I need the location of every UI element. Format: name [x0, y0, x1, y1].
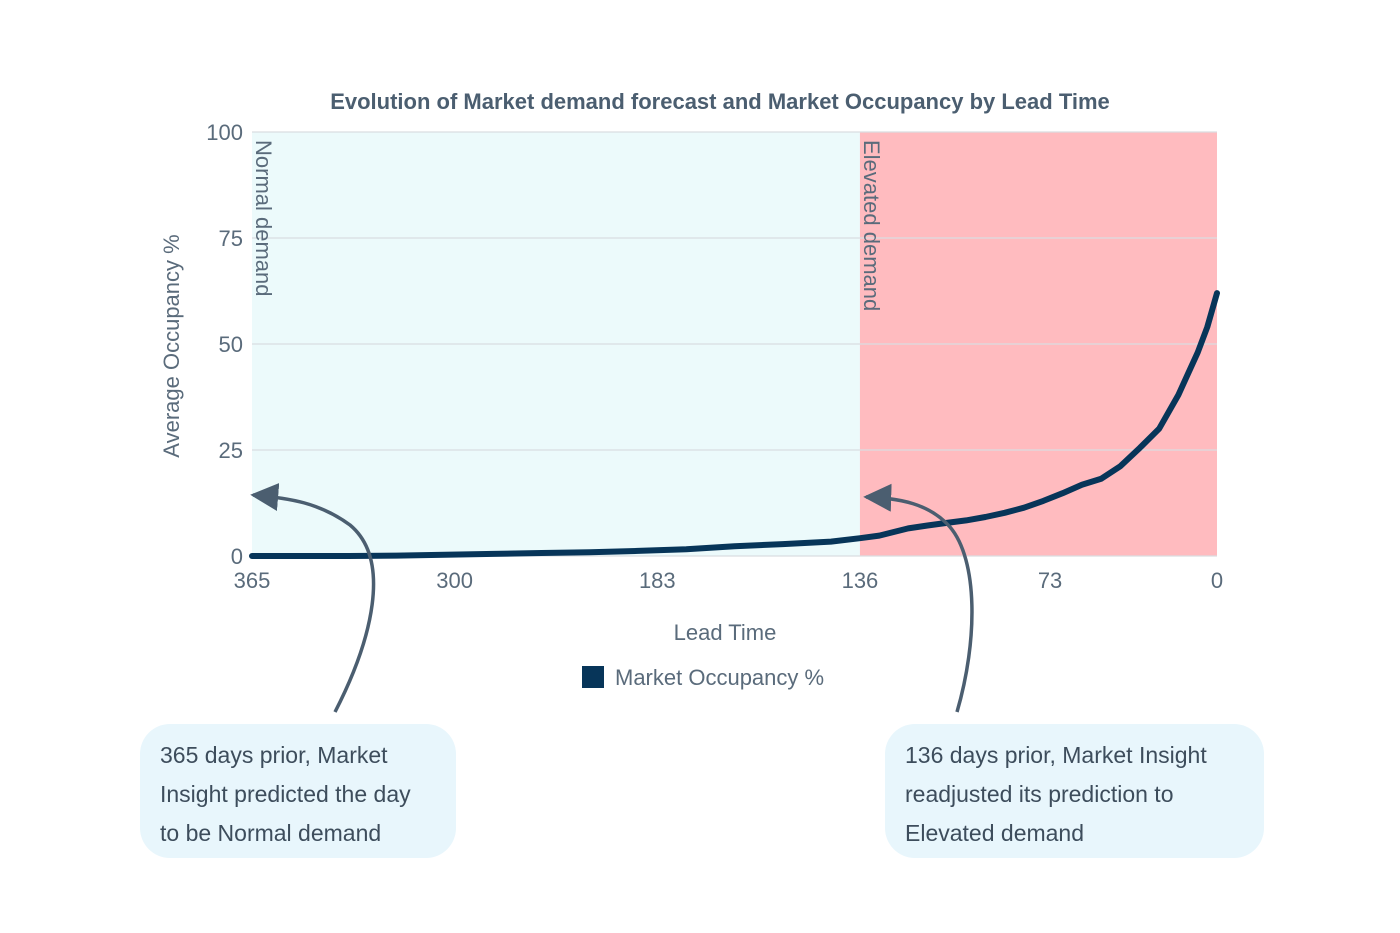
callout-line: Elevated demand	[905, 820, 1085, 846]
callout-line: to be Normal demand	[160, 820, 382, 846]
y-tick-label: 50	[219, 332, 243, 357]
callout-line: Insight predicted the day	[160, 781, 411, 807]
callout-arrow-left	[250, 483, 376, 713]
x-axis-ticks: 365 300 183 136 73 0	[234, 568, 1223, 593]
callout-line: readjusted its prediction to	[905, 781, 1174, 807]
legend-swatch	[582, 666, 604, 688]
y-tick-label: 75	[219, 226, 243, 251]
y-tick-label: 25	[219, 438, 243, 463]
y-axis-label: Average Occupancy %	[159, 234, 184, 457]
x-tick-label: 183	[639, 568, 676, 593]
x-tick-label: 300	[436, 568, 473, 593]
x-axis-label: Lead Time	[674, 620, 777, 645]
x-tick-label: 365	[234, 568, 271, 593]
y-axis-ticks: 0 25 50 75 100	[206, 120, 243, 569]
callout-arrow-right	[863, 483, 974, 713]
x-tick-label: 0	[1211, 568, 1223, 593]
callout-line: 136 days prior, Market Insight	[905, 742, 1207, 768]
chart-title: Evolution of Market demand forecast and …	[330, 89, 1110, 114]
market-occupancy-line	[249, 290, 1220, 559]
x-tick-label: 73	[1038, 568, 1062, 593]
callout-normal-demand: 365 days prior, Market Insight predicted…	[140, 724, 456, 858]
normal-demand-label: Normal demand	[251, 140, 276, 297]
gridlines	[252, 131, 1217, 557]
legend-label: Market Occupancy %	[615, 665, 824, 690]
y-tick-label: 100	[206, 120, 243, 145]
x-tick-label: 136	[842, 568, 879, 593]
elevated-demand-label: Elevated demand	[859, 140, 884, 311]
callout-line: 365 days prior, Market	[160, 742, 388, 768]
y-tick-label: 0	[231, 544, 243, 569]
callout-elevated-demand: 136 days prior, Market Insight readjuste…	[885, 724, 1264, 858]
region-labels: Normal demand Elevated demand	[251, 140, 884, 311]
